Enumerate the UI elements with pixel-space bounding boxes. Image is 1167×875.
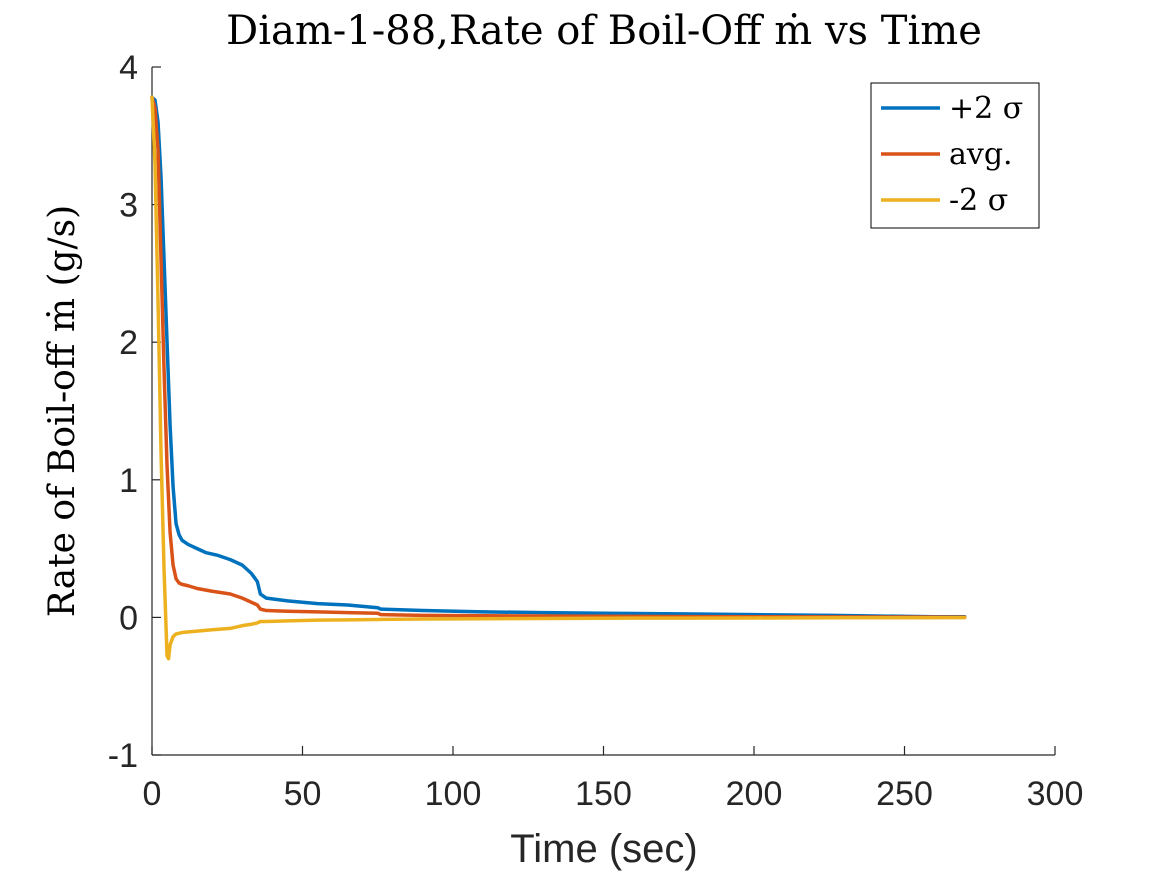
y-tick-label: 3 [119,187,138,225]
series-group [150,95,967,661]
y-tick-label: 2 [119,324,138,362]
x-axis-label: Time (sec) [510,827,697,871]
y-tick-label: 0 [119,599,138,637]
x-tick-label: 150 [575,775,632,813]
y-tick-label: -1 [108,737,138,775]
x-tick-label: 100 [425,775,482,813]
series-line-1 [150,95,967,619]
x-tick-label: 200 [726,775,783,813]
y-tick-label: 4 [119,49,138,87]
x-tick-label: 0 [143,775,162,813]
x-tick-label: 250 [876,775,933,813]
chart-title: Diam-1-88,Rate of Boil-Off ṁ vs Time [226,8,982,54]
legend-label: -2 σ [949,183,1008,218]
y-tick-label: 1 [119,462,138,500]
y-axis-label: Rate of Boil-off ṁ (g/s) [42,205,83,617]
legend: +2 σ avg. -2 σ [870,82,1040,229]
series-line-2 [150,95,967,661]
legend-label: avg. [949,137,1013,172]
legend-label: +2 σ [949,91,1023,126]
series-line-0 [150,95,967,619]
x-tick-label: 300 [1027,775,1084,813]
x-tick-label: 50 [284,775,322,813]
